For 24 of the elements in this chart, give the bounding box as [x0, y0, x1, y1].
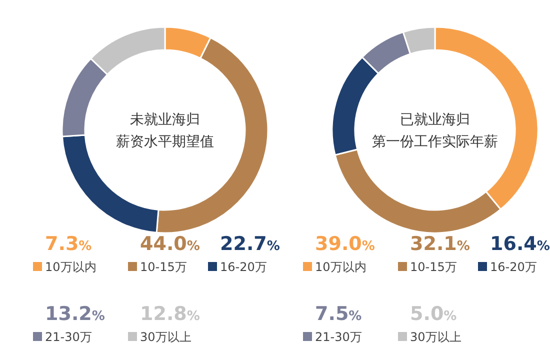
text: 薪资水平期望值 [116, 134, 214, 150]
data-label: 22.7% [220, 233, 280, 255]
legend-label: 30万以上 [410, 330, 462, 344]
legend-label: 10万以内 [45, 260, 96, 274]
data-label: 12.8% [140, 303, 200, 325]
legend-label: 16-20万 [490, 260, 537, 274]
text: 未就业海归 [130, 112, 200, 128]
text: 已就业海归 [400, 112, 470, 128]
data-label: 7.3% [45, 233, 92, 255]
data-label: 16.4% [490, 233, 550, 255]
legend-label: 30万以上 [140, 330, 192, 344]
text: 第一份工作实际年薪 [372, 134, 498, 150]
data-label: 39.0% [315, 233, 375, 255]
legend-label: 21-30万 [45, 330, 92, 344]
data-label: 13.2% [45, 303, 105, 325]
data-label: 32.1% [410, 233, 470, 255]
data-label: 44.0% [140, 233, 200, 255]
legend-label: 10-15万 [140, 260, 187, 274]
data-label: 7.5% [315, 303, 362, 325]
legend-label: 10-15万 [410, 260, 457, 274]
data-label: 5.0% [410, 303, 457, 325]
legend-label: 16-20万 [220, 260, 267, 274]
legend-label: 21-30万 [315, 330, 362, 344]
legend-label: 10万以内 [315, 260, 366, 274]
